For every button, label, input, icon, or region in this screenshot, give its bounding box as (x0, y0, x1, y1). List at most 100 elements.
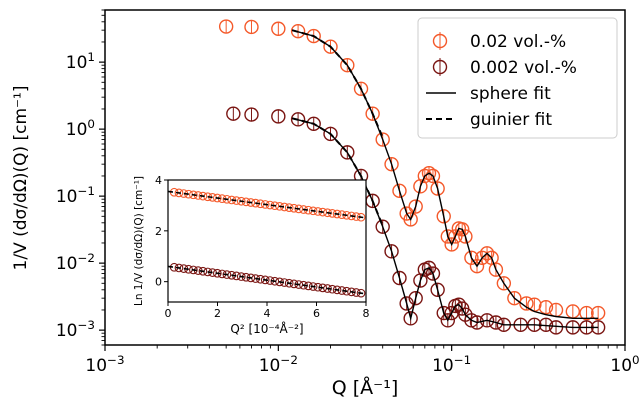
main-series-0-point (444, 237, 459, 252)
inset-background (168, 180, 366, 302)
legend-box (417, 17, 618, 139)
main-series-1-point (403, 311, 418, 326)
inset-series-1-point (189, 265, 198, 275)
inset-series-1-point (260, 275, 270, 285)
legend-entry-label: sphere fit (470, 84, 551, 104)
main-y-axis-label-text: 1/V (dσ/dΩ)(Q) [cm⁻¹] (11, 86, 31, 271)
main-series-1-point (469, 315, 485, 330)
main-series-0-point (365, 106, 380, 121)
inset-series-1-point (356, 288, 366, 298)
inset-series-1-point (236, 272, 246, 281)
inset-series-0-point (246, 198, 256, 207)
inset-series-1-point (174, 263, 184, 273)
main-series-1-point (488, 315, 504, 330)
main-solid-fit-line-0 (291, 29, 599, 319)
main-series-0-point (392, 183, 407, 199)
main-series-0-point (579, 305, 594, 321)
legend-marker-symbol (432, 59, 448, 75)
inset-data-layer (167, 187, 367, 298)
inset-y-tick-label: 4 (155, 174, 162, 187)
inset-y-tick-label: 0 (155, 276, 162, 289)
inset-series-0-point (356, 212, 366, 222)
main-series-0-point (306, 28, 321, 44)
main-series-0-point (590, 305, 606, 321)
inset-y-tick-label: 2 (155, 225, 162, 238)
inset-series-1-point (212, 268, 222, 278)
main-series-1-point (340, 145, 355, 160)
main-series-0-point (271, 21, 286, 36)
legend-entry-label: guinier fit (470, 110, 552, 130)
main-data-layer (218, 19, 606, 335)
main-series-0-point (436, 209, 451, 224)
main-y-tick-label: 100 (66, 117, 95, 140)
inset-plot: 0 2 4 6 8 0 2 4 Q² [10⁻⁴Å⁻²] Ln 1/V (dσ/dΩ)(Q) … (133, 174, 370, 336)
main-series-1-point (425, 266, 441, 281)
main-series-0-point (408, 199, 423, 214)
main-series-1-point (430, 282, 445, 297)
main-dashed-fit-line-2 (291, 29, 384, 138)
main-y-tick-label: 101 (66, 50, 95, 73)
main-series-0-point (488, 262, 504, 277)
main-series-1-point (306, 116, 321, 132)
main-series-0-point (421, 165, 437, 181)
main-series-1-point (408, 290, 423, 306)
main-series-1-point (451, 297, 467, 312)
main-series-0-point (440, 229, 456, 244)
inset-series-0-point (260, 200, 270, 209)
main-series-0-point (218, 19, 234, 34)
legend-entry-label: 0.02 vol.-% (470, 32, 566, 52)
inset-series-1-point (246, 273, 256, 283)
inset-series-0-point (189, 190, 198, 200)
inset-dashed-fit-line-0 (167, 190, 367, 219)
main-series-0-point (519, 296, 534, 311)
main-series-0-point (507, 290, 522, 306)
main-series-0-point (425, 168, 441, 184)
main-series-0-point (458, 229, 473, 244)
inset-x-tick-label: 8 (363, 307, 370, 320)
main-x-tick-label: 10−1 (432, 353, 471, 376)
main-series-1-point (226, 106, 241, 121)
main-plot-frame (104, 9, 626, 346)
inset-x-tick-label: 6 (313, 307, 320, 320)
main-x-tick-label: 100 (610, 353, 639, 376)
main-series-1-point (323, 126, 338, 142)
main-series-0-point (375, 132, 390, 147)
main-x-tick-label: 10−3 (85, 353, 124, 376)
main-series-1-point (244, 107, 259, 122)
main-series-0-point (417, 168, 433, 184)
main-series-1-point (436, 305, 451, 321)
inset-series-0-point (332, 209, 342, 219)
main-series-0-point (353, 81, 369, 96)
legend-entry-label: 0.002 vol.-% (470, 58, 577, 78)
main-series-1-point (375, 219, 390, 234)
inset-series-1-point (332, 285, 342, 295)
inset-series-1-point (198, 266, 208, 276)
main-y-axis-label: 1/V (dσ/dΩ)(Q) [cm⁻¹] (11, 86, 31, 271)
inset-series-0-point (198, 191, 208, 201)
main-series-0-point (323, 39, 338, 54)
main-series-0-point (384, 156, 399, 172)
inset-x-tick-label: 4 (264, 307, 271, 320)
inset-y-axis-label-text: Ln 1/V (dσ/dΩ)(Q) [cm⁻¹] (133, 176, 145, 306)
inset-series-1-point (308, 282, 318, 291)
main-x-axis-label: Q [Å⁻¹] (332, 376, 398, 399)
main-series-0-point (474, 250, 490, 266)
legend: 0.02 vol.-% 0.002 vol.-% sphere fit guinier… (417, 17, 618, 139)
legend-marker-symbol (432, 33, 448, 49)
main-series-1-point (392, 270, 407, 286)
main-series-1-point (384, 244, 399, 259)
main-series-0-point (469, 259, 485, 274)
inset-x-tick-label: 0 (165, 307, 172, 320)
main-series-0-point (244, 19, 259, 35)
main-y-tick-label: 10−2 (56, 251, 95, 274)
inset-series-0-point (308, 206, 318, 216)
inset-series-1-point (222, 270, 232, 279)
inset-series-0-point (270, 201, 280, 211)
inset-series-0-point (236, 196, 246, 206)
main-y-tick-label: 10−3 (56, 318, 95, 341)
main-dashed-fit-line-3 (291, 117, 384, 227)
inset-series-0-point (222, 194, 232, 204)
inset-series-0-point (174, 188, 184, 198)
inset-dashed-fit-line-1 (167, 265, 367, 295)
